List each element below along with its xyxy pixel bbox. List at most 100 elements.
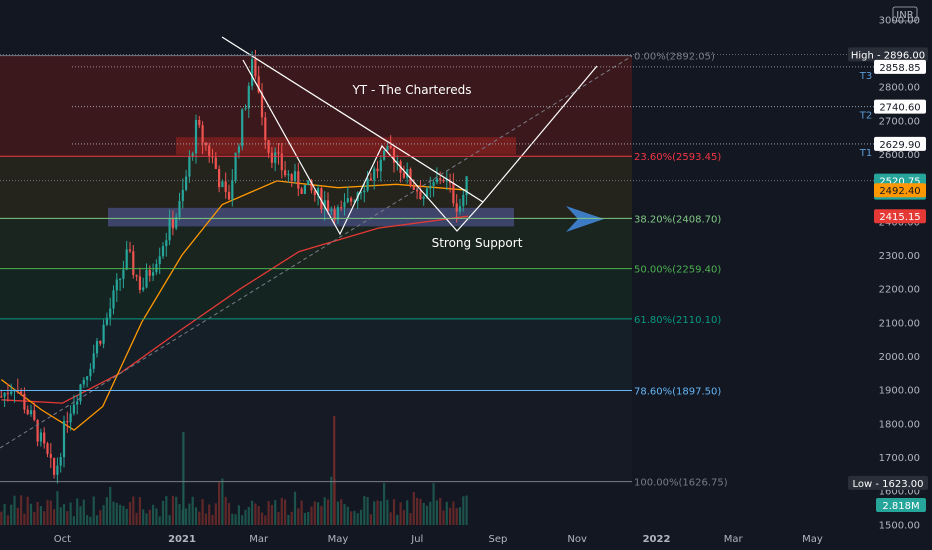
- volume-bar: [274, 500, 277, 525]
- candle-body: [366, 178, 369, 191]
- volume-bar: [419, 498, 422, 525]
- candle-body: [303, 185, 306, 194]
- volume-bar: [287, 514, 290, 525]
- candle-body: [231, 180, 234, 200]
- fib-label: 50.00%(2259.40): [634, 265, 721, 276]
- candle-body: [363, 190, 366, 193]
- x-tick-label: May: [802, 534, 823, 545]
- price-label-text: 2629.90: [879, 140, 920, 151]
- volume-bar: [422, 502, 425, 525]
- volume-bar: [379, 501, 382, 525]
- candle-body: [326, 200, 330, 212]
- volume-bar: [297, 508, 300, 525]
- volume-bar: [244, 509, 247, 525]
- volume-bar: [125, 508, 128, 525]
- x-tick-label: Jul: [410, 534, 423, 545]
- candle-body: [412, 186, 415, 190]
- volume-bar: [277, 511, 280, 525]
- candle-body: [185, 176, 188, 190]
- candle-body: [135, 274, 138, 277]
- volume-bar: [214, 503, 217, 525]
- candle-body: [369, 178, 372, 181]
- volume-bar: [402, 510, 405, 525]
- volume-bar: [237, 505, 240, 525]
- volume-bar: [79, 506, 82, 525]
- volume-bar: [458, 507, 462, 525]
- price-label-text: Low - 1623.00: [852, 479, 923, 490]
- candle-body: [290, 174, 293, 181]
- y-tick-label: 2000.00: [879, 352, 920, 363]
- volume-bar: [6, 515, 9, 525]
- candle-body: [432, 182, 435, 186]
- candle-body: [274, 152, 277, 163]
- volume-bar: [194, 507, 198, 525]
- candle-body: [254, 59, 257, 77]
- candle-body: [353, 200, 356, 202]
- candle-body: [383, 150, 386, 160]
- volume-bar: [56, 491, 59, 525]
- x-tick-label: Nov: [567, 534, 587, 545]
- volume-bar: [363, 496, 366, 525]
- candle-body: [280, 153, 283, 171]
- price-label-text: 2858.85: [879, 63, 920, 74]
- candle-body: [36, 419, 39, 442]
- candle-body: [277, 152, 280, 154]
- volume-bar: [326, 499, 330, 525]
- candle-body: [429, 185, 432, 189]
- candle-body: [72, 404, 75, 414]
- volume-bar: [201, 499, 204, 525]
- volume-bar: [188, 503, 191, 525]
- volume-bar: [72, 516, 75, 525]
- candle-body: [165, 240, 168, 247]
- x-tick-label: Mar: [724, 534, 744, 545]
- volume-bar: [122, 505, 125, 525]
- volume-bar: [128, 502, 132, 525]
- volume-bar: [43, 511, 46, 525]
- volume-bar: [425, 505, 429, 525]
- volume-bar: [389, 512, 392, 525]
- volume-bar: [383, 482, 386, 525]
- x-tick-label: 2021: [168, 534, 196, 545]
- candle-body: [359, 192, 363, 194]
- volume-bar: [234, 514, 237, 525]
- volume-bar: [39, 506, 42, 525]
- volume-bar: [320, 505, 323, 525]
- candle-body: [115, 279, 118, 291]
- descending-trendline: [221, 36, 484, 203]
- candle-body: [389, 145, 392, 149]
- candle-body: [33, 410, 36, 420]
- volume-bar: [455, 508, 458, 525]
- volume-label: 2.818M: [882, 501, 919, 512]
- volume-bar: [346, 506, 349, 525]
- candle-body: [260, 92, 264, 118]
- volume-bar: [336, 501, 339, 525]
- volume-bar: [260, 512, 264, 525]
- volume-bar: [155, 508, 158, 525]
- volume-bar: [46, 500, 49, 525]
- candle-body: [20, 391, 23, 394]
- candle-body: [102, 324, 105, 344]
- candle-body: [10, 391, 13, 394]
- volume-bar: [109, 486, 112, 525]
- candle-body: [128, 249, 132, 252]
- volume-bar: [376, 500, 379, 525]
- volume-bar: [264, 515, 267, 525]
- volume-bar: [142, 509, 145, 525]
- candle-body: [251, 59, 254, 86]
- candle-body: [26, 409, 29, 415]
- x-tick-label: Sep: [488, 534, 507, 545]
- volume-bar: [323, 497, 326, 525]
- candle-body: [204, 142, 207, 146]
- candle-body: [462, 195, 465, 207]
- y-tick-label: 1600.00: [879, 487, 920, 498]
- candle-body: [234, 152, 237, 181]
- candle-body: [396, 161, 399, 163]
- candle-body: [297, 171, 300, 189]
- volume-bar: [208, 504, 211, 525]
- volume-bar: [429, 501, 432, 525]
- volume-bar: [132, 496, 135, 525]
- price-label-text: 2492.40: [879, 186, 920, 197]
- dashed-trendline: [0, 55, 633, 449]
- candle-body: [138, 276, 141, 290]
